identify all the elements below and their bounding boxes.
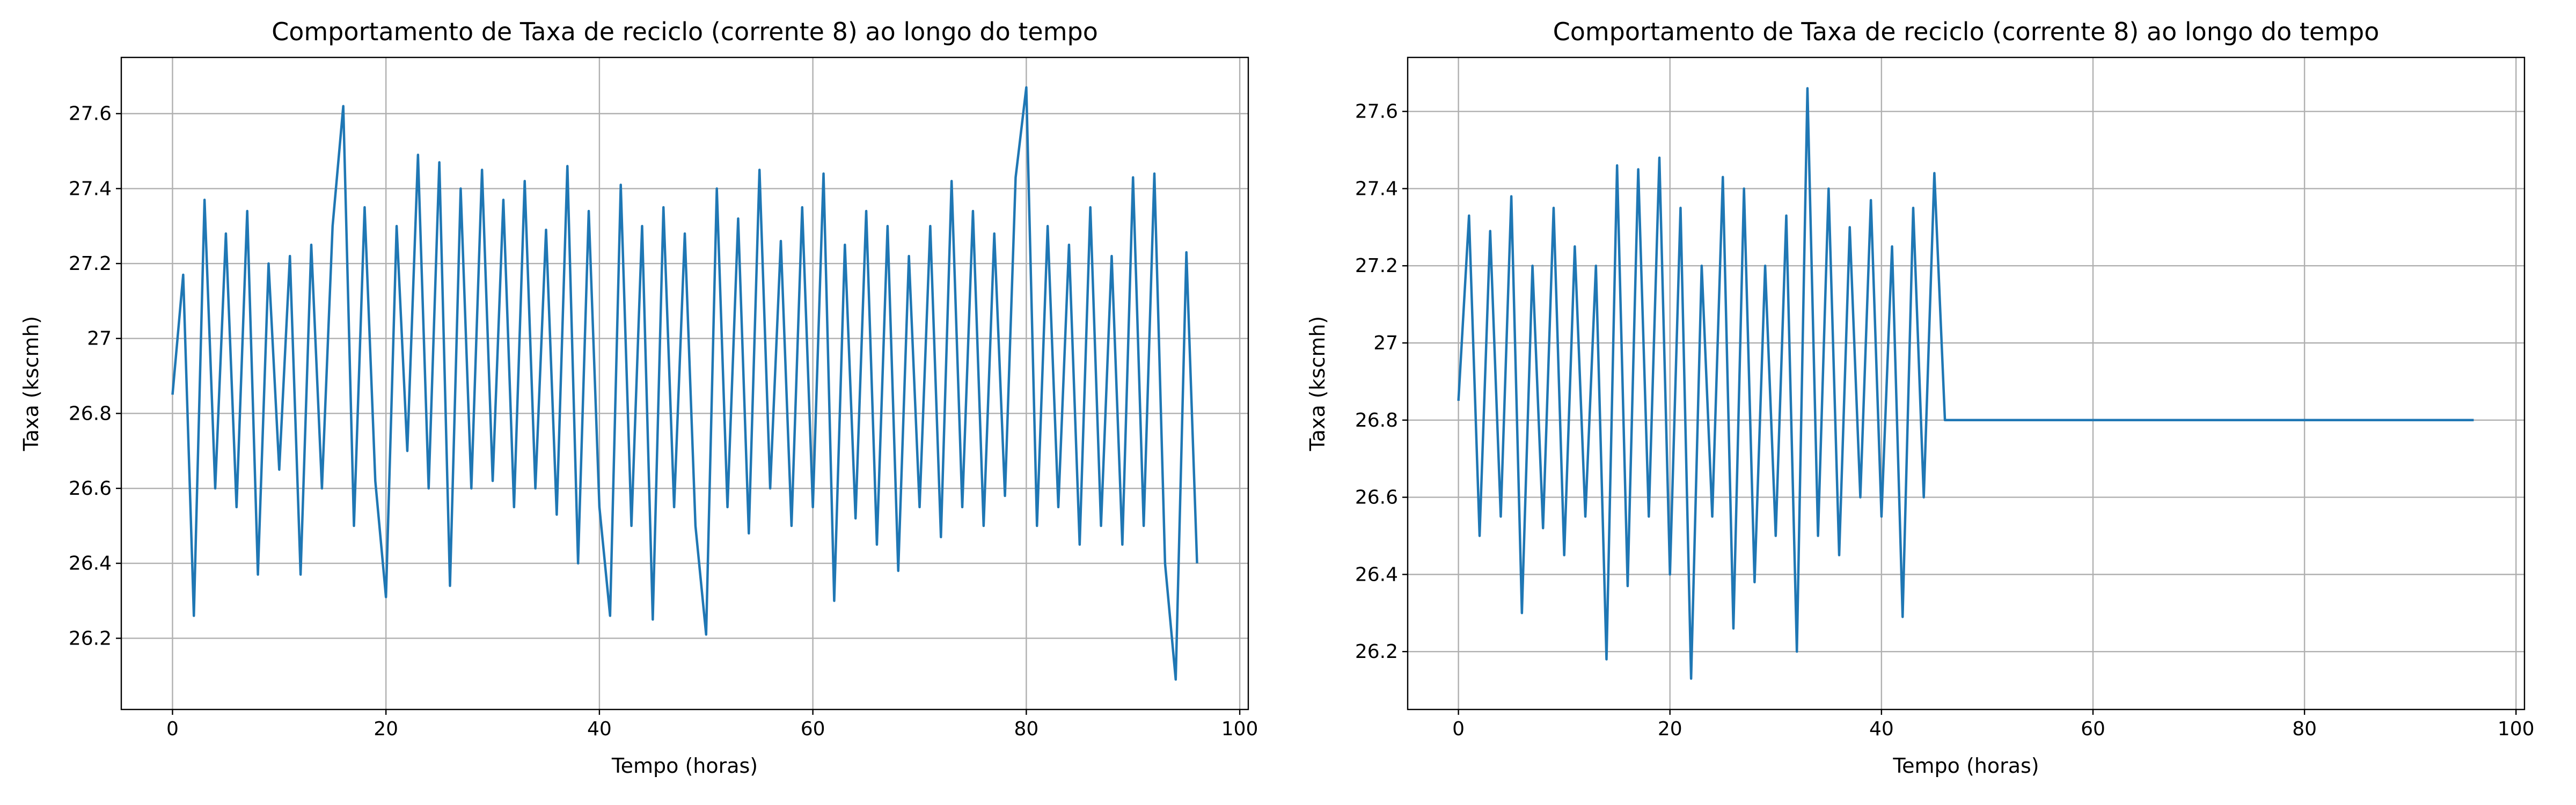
y-tick-label: 27.6 [1355,101,1398,123]
x-tick-label: 0 [1452,718,1465,740]
y-tick-label: 27.4 [1355,178,1398,200]
y-tick-label: 27 [1373,332,1398,354]
x-tick-label: 100 [2498,718,2535,740]
x-tick-label: 80 [1014,718,1038,740]
y-tick-label: 26.8 [1355,409,1398,431]
x-tick-label: 20 [374,718,398,740]
y-tick-label: 26.2 [69,627,112,649]
chart-title: Comportamento de Taxa de reciclo (corren… [272,17,1098,46]
x-tick-label: 0 [166,718,179,740]
data-line [1457,87,2474,680]
chart-title: Comportamento de Taxa de reciclo (corren… [1553,17,2380,46]
x-axis-label: Tempo (horas) [611,754,758,778]
y-axis-label: Taxa (kscmh) [19,316,43,452]
y-tick-label: 26.6 [1355,487,1398,509]
y-tick-label: 27.4 [69,178,112,200]
y-tick-label: 26.2 [1355,641,1398,663]
y-tick-label: 27.2 [1355,255,1398,277]
x-tick-label: 80 [2292,718,2317,740]
y-tick-label: 27.2 [69,253,112,275]
y-tick-label: 26.4 [1355,564,1398,586]
axes-frame [120,56,1249,711]
x-tick-label: 40 [1869,718,1894,740]
x-tick-label: 40 [587,718,612,740]
x-tick-label: 60 [801,718,825,740]
x-axis-label: Tempo (horas) [1892,754,2039,778]
y-tick-label: 26.4 [69,553,112,575]
y-tick-label: 26.6 [69,478,112,500]
x-tick-label: 100 [1221,718,1258,740]
y-tick-label: 27 [87,328,112,350]
y-tick-label: 26.8 [69,402,112,425]
axes-frame [1407,56,2526,711]
y-axis-label: Taxa (kscmh) [1306,316,1329,452]
x-tick-label: 60 [2081,718,2105,740]
data-line [171,86,1198,681]
x-tick-label: 20 [1658,718,1682,740]
y-tick-label: 27.6 [69,103,112,125]
